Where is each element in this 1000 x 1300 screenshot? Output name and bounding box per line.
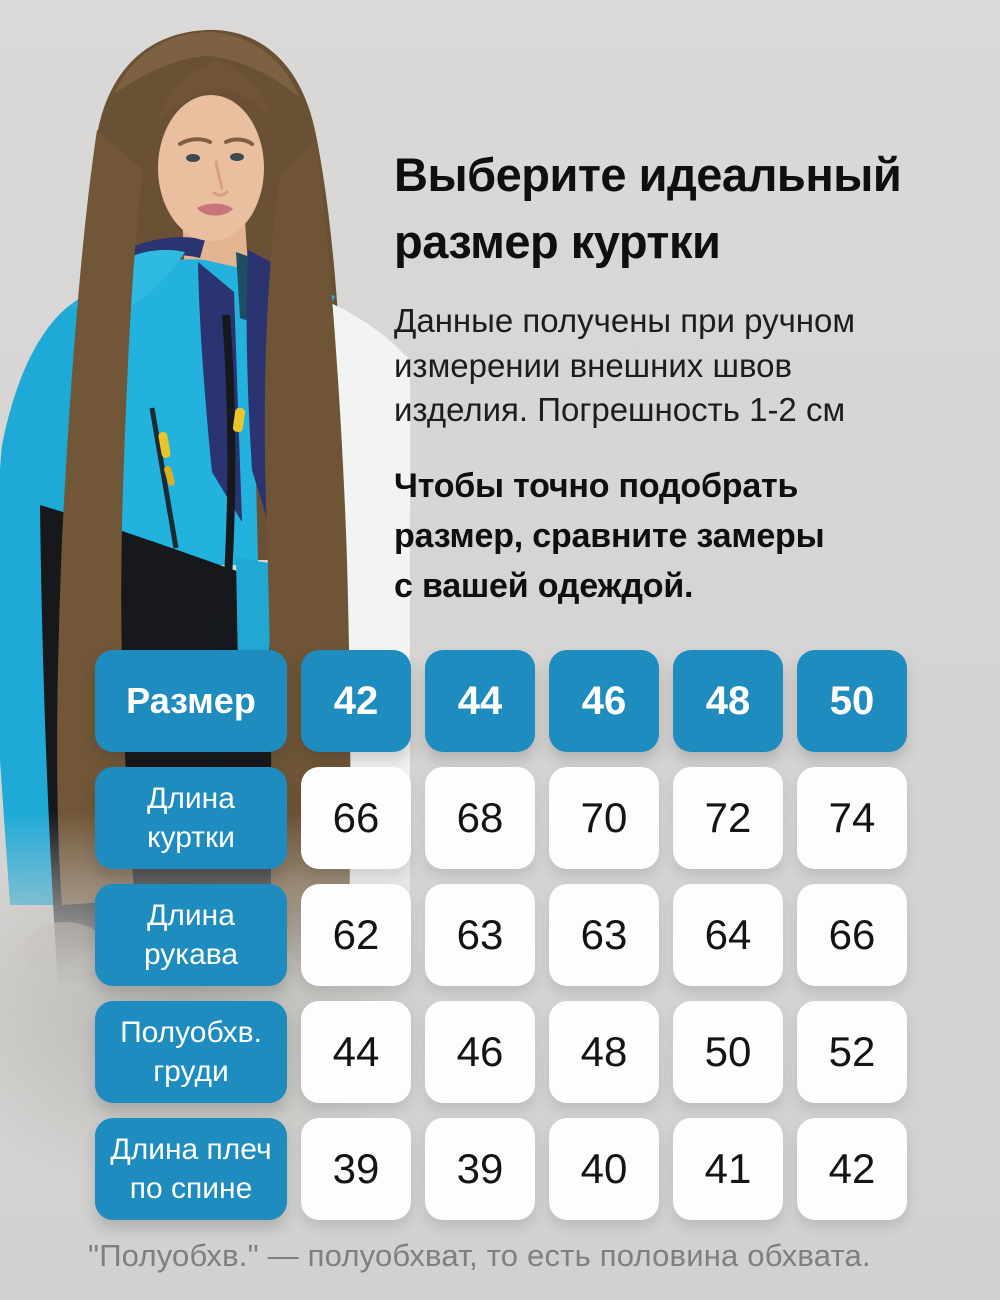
measure-row-label: Полуобхв. груди bbox=[95, 1001, 287, 1103]
measure-value-cell: 39 bbox=[425, 1118, 535, 1220]
measure-row-label: Длина куртки bbox=[95, 767, 287, 869]
measure-row-label: Длина плеч по спине bbox=[95, 1118, 287, 1220]
measure-value-cell: 39 bbox=[301, 1118, 411, 1220]
size-column-header: 50 bbox=[797, 650, 907, 752]
measure-value-cell: 66 bbox=[797, 884, 907, 986]
measure-value-cell: 68 bbox=[425, 767, 535, 869]
measurement-description: Данные получены при ручном измерении вне… bbox=[394, 302, 856, 428]
size-column-header: 44 bbox=[425, 650, 535, 752]
measure-value-cell: 52 bbox=[797, 1001, 907, 1103]
measure-value-cell: 41 bbox=[673, 1118, 783, 1220]
intro-text-block: Выберите идеальный размер куртки Данные … bbox=[394, 142, 990, 612]
size-header-label: Размер bbox=[95, 650, 287, 752]
measure-value-cell: 74 bbox=[797, 767, 907, 869]
measure-value-cell: 42 bbox=[797, 1118, 907, 1220]
size-column-header: 46 bbox=[549, 650, 659, 752]
measure-value-cell: 44 bbox=[301, 1001, 411, 1103]
measure-value-cell: 63 bbox=[549, 884, 659, 986]
size-column-header: 48 bbox=[673, 650, 783, 752]
measure-value-cell: 50 bbox=[673, 1001, 783, 1103]
measure-value-cell: 66 bbox=[301, 767, 411, 869]
measure-value-cell: 48 bbox=[549, 1001, 659, 1103]
footnote: "Полуобхв." — полуобхват, то есть полови… bbox=[88, 1238, 871, 1273]
fit-advice-text: Чтобы точно подобрать размер, сравните з… bbox=[394, 467, 825, 606]
measure-value-cell: 40 bbox=[549, 1118, 659, 1220]
measure-value-cell: 70 bbox=[549, 767, 659, 869]
measure-row-label: Длина рукава bbox=[95, 884, 287, 986]
size-table: Размер 42 44 46 48 50 Длина куртки 66 68 70 72 74 Дл… bbox=[95, 650, 907, 1220]
measure-value-cell: 64 bbox=[673, 884, 783, 986]
measure-value-cell: 72 bbox=[673, 767, 783, 869]
measure-value-cell: 62 bbox=[301, 884, 411, 986]
page-title: Выберите идеальный размер куртки bbox=[394, 148, 902, 268]
measure-value-cell: 63 bbox=[425, 884, 535, 986]
size-column-header: 42 bbox=[301, 650, 411, 752]
measure-value-cell: 46 bbox=[425, 1001, 535, 1103]
